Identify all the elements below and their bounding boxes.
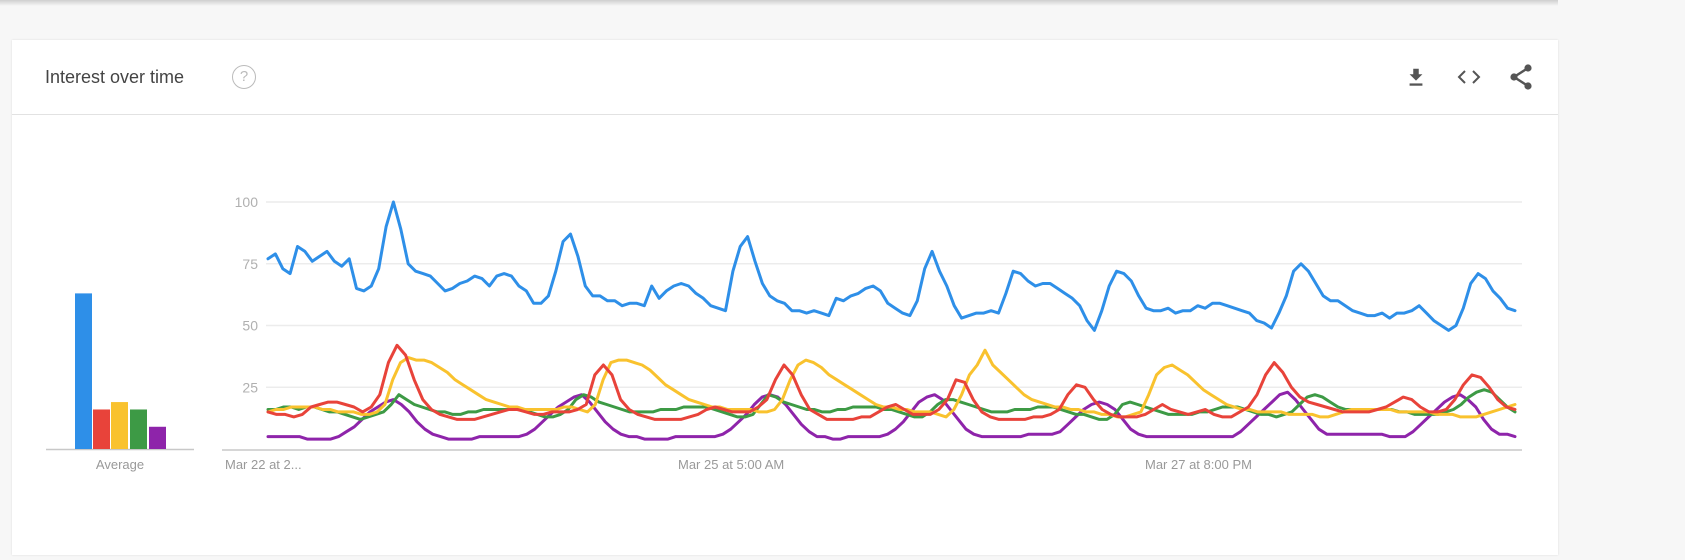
y-tick-label: 100: [235, 194, 259, 210]
average-bar[interactable]: [75, 293, 92, 449]
average-bar[interactable]: [149, 426, 166, 449]
share-icon: [1510, 64, 1532, 90]
average-bar[interactable]: [130, 409, 147, 449]
interest-chart[interactable]: Average 25 50 75 100 Mar 22 at 2... Mar 25 at …: [12, 115, 1558, 555]
help-icon[interactable]: ?: [232, 65, 256, 89]
embed-button[interactable]: [1454, 62, 1484, 92]
x-tick-label: Mar 27 at 8:00 PM: [1145, 457, 1252, 472]
series-line[interactable]: [266, 343, 1517, 421]
page-top-shadow: [0, 0, 1558, 6]
code-icon: [1457, 70, 1481, 84]
download-button[interactable]: [1401, 62, 1431, 92]
card-title: Interest over time: [45, 67, 185, 87]
chart-area: Average 25 50 75 100 Mar 22 at 2... Mar 25 at …: [12, 115, 1558, 555]
interest-over-time-card: Interest over time ? Average 25 5: [12, 40, 1558, 555]
average-bar[interactable]: [111, 402, 128, 449]
download-icon: [1409, 68, 1423, 86]
card-header: Interest over time ?: [12, 40, 1558, 115]
series-line[interactable]: [266, 200, 1517, 332]
average-bar[interactable]: [93, 409, 110, 449]
y-tick-label: 75: [242, 256, 258, 272]
average-label: Average: [96, 457, 144, 472]
x-tick-label: Mar 22 at 2...: [225, 457, 302, 472]
x-tick-label: Mar 25 at 5:00 AM: [678, 457, 784, 472]
y-tick-label: 25: [242, 379, 258, 395]
y-tick-label: 50: [242, 318, 258, 334]
share-button[interactable]: [1506, 62, 1536, 92]
series-line[interactable]: [266, 388, 1517, 421]
